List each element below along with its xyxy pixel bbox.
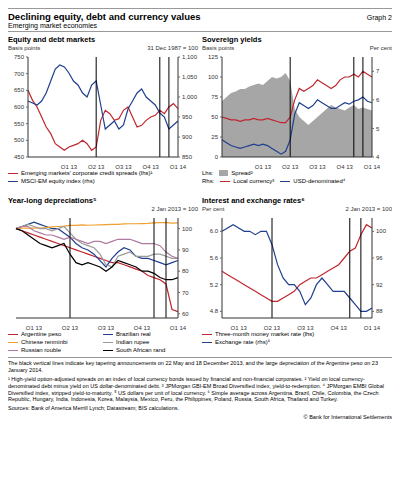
- svg-text:Q3 13: Q3 13: [115, 164, 132, 169]
- html-text:Basis points: Basis points: [8, 45, 41, 51]
- svg-text:Q1 13: Q1 13: [255, 164, 272, 169]
- html-text:The black vertical lines indic: The black vertical lines indicate key ta…: [8, 360, 378, 373]
- svg-text:4: 4: [376, 154, 380, 160]
- html-text:© Bank for International Settl: © Bank for International Settlements: [303, 414, 392, 421]
- html-text:Three-month money market rate: Three-month money market rate (lhs): [215, 331, 315, 337]
- svg-text:1,050: 1,050: [182, 74, 198, 80]
- svg-text:75: 75: [211, 94, 218, 100]
- svg-text:500: 500: [14, 137, 25, 143]
- svg-text:Q4 13: Q4 13: [134, 325, 151, 330]
- html-text:31 Dec 1987 = 100: 31 Dec 1987 = 100: [147, 45, 198, 51]
- html-text:USD-denominated⁴: USD-denominated⁴: [293, 178, 346, 184]
- svg-text:6: 6: [376, 97, 380, 103]
- svg-text:125: 125: [208, 54, 219, 60]
- svg-text:1,000: 1,000: [182, 94, 198, 100]
- html-text:Russian rouble: Russian rouble: [21, 347, 61, 353]
- svg-text:100: 100: [182, 226, 193, 232]
- svg-text:Q1 14: Q1 14: [364, 164, 381, 169]
- svg-text:5.6: 5.6: [210, 255, 219, 261]
- html-text:Brazilian real: Brazilian real: [116, 331, 151, 337]
- svg-text:5.2: 5.2: [210, 282, 219, 288]
- html-text:Emerging markets' corporate cr: Emerging markets' corporate credit sprea…: [21, 170, 153, 176]
- svg-text:60: 60: [182, 311, 189, 317]
- svg-text:750: 750: [14, 54, 25, 60]
- svg-text:70: 70: [182, 290, 189, 296]
- svg-text:92: 92: [376, 282, 383, 288]
- html-text:Year-long depreciations⁵: Year-long depreciations⁵: [8, 196, 97, 205]
- svg-text:96: 96: [376, 255, 383, 261]
- html-text:Sources: Bank of America Merri: Sources: Bank of America Merrill Lynch; …: [8, 405, 179, 412]
- svg-text:650: 650: [14, 87, 25, 93]
- html-text:Equity and debt markets: Equity and debt markets: [8, 35, 96, 44]
- svg-text:700: 700: [14, 71, 25, 77]
- svg-text:Q1 13: Q1 13: [26, 325, 43, 330]
- svg-text:600: 600: [14, 104, 25, 110]
- svg-text:90: 90: [182, 247, 189, 253]
- svg-text:1,100: 1,100: [182, 54, 198, 60]
- html-text:Rhs:: Rhs:: [202, 178, 215, 184]
- svg-text:0: 0: [215, 154, 219, 160]
- html-text:Argentine peso: Argentine peso: [21, 331, 62, 337]
- html-text:Emerging market economies: Emerging market economies: [8, 22, 98, 29]
- html-text:Interest and exchange rates⁶: Interest and exchange rates⁶: [202, 196, 305, 205]
- svg-text:Q1 14: Q1 14: [170, 325, 187, 330]
- svg-text:Q2 13: Q2 13: [62, 325, 79, 330]
- html-text:Sovereign yields: Sovereign yields: [202, 35, 262, 44]
- svg-text:Q4 13: Q4 13: [337, 164, 354, 169]
- svg-text:900: 900: [182, 134, 193, 140]
- svg-text:80: 80: [182, 268, 189, 274]
- svg-text:25: 25: [211, 134, 218, 140]
- svg-text:550: 550: [14, 121, 25, 127]
- svg-text:Q3 13: Q3 13: [98, 325, 115, 330]
- html-text:Spread²: Spread²: [231, 170, 253, 176]
- html-text:Graph 2: Graph 2: [366, 14, 392, 21]
- svg-text:5: 5: [376, 126, 380, 132]
- html-text:Lhs:: Lhs:: [202, 170, 214, 176]
- html-text:2 Jan 2013 = 100: 2 Jan 2013 = 100: [345, 206, 392, 212]
- html-text:Declining equity, debt and cur: Declining equity, debt and currency valu…: [8, 11, 201, 22]
- html-text:Chinese renminbi: Chinese renminbi: [21, 339, 68, 345]
- svg-text:Q1 13: Q1 13: [230, 325, 247, 330]
- svg-text:950: 950: [182, 114, 193, 120]
- svg-text:Q1 14: Q1 14: [170, 164, 187, 169]
- svg-text:Q2 13: Q2 13: [88, 164, 105, 169]
- svg-text:Q2 13: Q2 13: [264, 325, 281, 330]
- svg-text:Q4 13: Q4 13: [330, 325, 347, 330]
- svg-text:Q4 13: Q4 13: [143, 164, 160, 169]
- html-text:MSCI-EM equity index (rhs): MSCI-EM equity index (rhs): [21, 178, 95, 184]
- svg-text:100: 100: [376, 228, 387, 234]
- svg-text:88: 88: [376, 308, 383, 314]
- html-text:Exchange rate (rhs)⁵: Exchange rate (rhs)⁵: [215, 339, 271, 345]
- svg-text:Q3 13: Q3 13: [297, 325, 314, 330]
- svg-text:Q2 13: Q2 13: [282, 164, 299, 169]
- svg-text:Q1 14: Q1 14: [364, 325, 381, 330]
- html-text:Basis points: Basis points: [202, 45, 235, 51]
- svg-text:Q1 13: Q1 13: [61, 164, 78, 169]
- svg-text:100: 100: [208, 74, 219, 80]
- svg-text:7: 7: [376, 68, 380, 74]
- html-text:Local currency³: Local currency³: [233, 178, 275, 184]
- svg-text:50: 50: [211, 114, 218, 120]
- html-text:Per cent: Per cent: [202, 206, 225, 212]
- html-text:South African rand: South African rand: [116, 347, 166, 353]
- svg-text:850: 850: [182, 154, 193, 160]
- svg-text:4.8: 4.8: [210, 308, 219, 314]
- html-text:Indian rupee: Indian rupee: [116, 339, 150, 345]
- svg-text:450: 450: [14, 154, 25, 160]
- html-text:Per cent: Per cent: [369, 45, 392, 51]
- html-text:2 Jan 2013 = 100: 2 Jan 2013 = 100: [151, 206, 198, 212]
- svg-text:Q3 13: Q3 13: [309, 164, 326, 169]
- html-text:¹ High-yield option-adjusted s: ¹ High-yield option-adjusted spreads on …: [8, 375, 384, 403]
- svg-text:6.0: 6.0: [210, 228, 219, 234]
